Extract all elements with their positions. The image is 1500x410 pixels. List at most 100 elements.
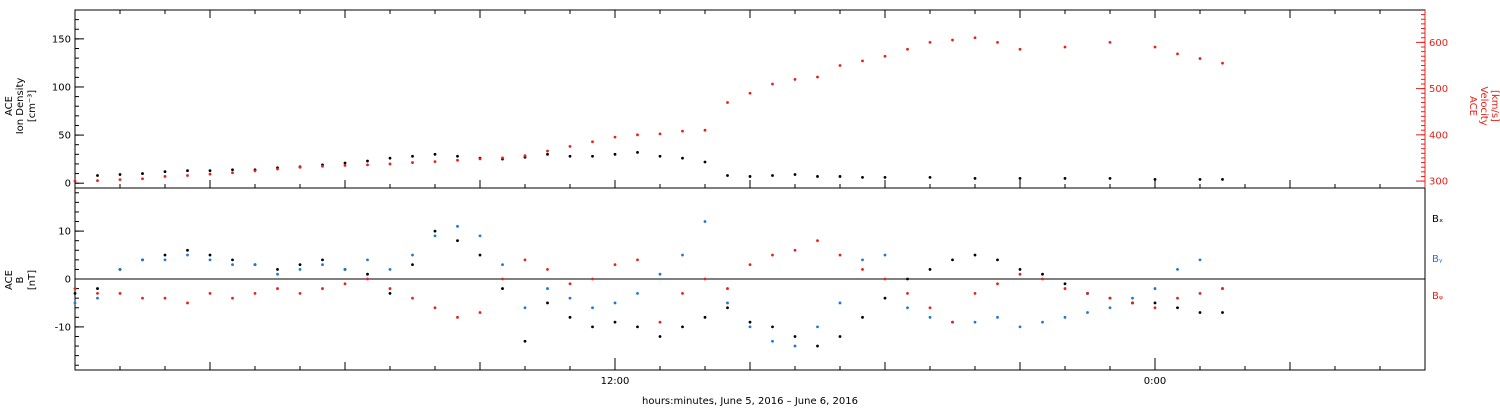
by-point bbox=[366, 258, 369, 262]
ion-density-point bbox=[343, 161, 347, 165]
bz-point bbox=[928, 306, 932, 310]
ion-density-point bbox=[883, 176, 887, 179]
bx-point bbox=[636, 325, 639, 329]
ion-density-point bbox=[96, 174, 99, 177]
velocity-point bbox=[726, 101, 729, 104]
bz-point bbox=[298, 291, 302, 295]
bz-point bbox=[681, 291, 684, 295]
legend-bx: Bₓ bbox=[1432, 214, 1443, 225]
by-point bbox=[928, 315, 932, 319]
bx-point bbox=[186, 248, 189, 252]
bx-point bbox=[658, 335, 662, 338]
ion-density-point bbox=[816, 175, 819, 178]
velocity-point bbox=[366, 163, 369, 167]
bz-point bbox=[568, 282, 572, 286]
bz-point bbox=[276, 287, 279, 290]
by-point bbox=[568, 296, 572, 300]
bx-point bbox=[1176, 306, 1179, 310]
by-point bbox=[231, 263, 234, 267]
velocity-point bbox=[523, 154, 527, 158]
axis-labels: 12:00 0:00 0 50 100 150 300 400 500 600 -10 0 10 bbox=[52, 34, 1448, 387]
ion-density-point bbox=[703, 160, 707, 164]
velocity-point bbox=[501, 156, 504, 160]
bz-point bbox=[501, 277, 504, 281]
top-right-ylabel-2: Velocity bbox=[1478, 86, 1489, 125]
ion-density-point bbox=[1108, 176, 1112, 180]
velocity-point bbox=[546, 149, 549, 153]
bx-point bbox=[73, 291, 77, 295]
bz-point bbox=[1131, 301, 1134, 305]
velocity-point bbox=[838, 64, 842, 67]
velocity-point bbox=[973, 36, 977, 40]
by-point bbox=[1176, 268, 1179, 271]
by-point bbox=[501, 263, 504, 267]
top-right-ylabel-1: ACE bbox=[1467, 96, 1478, 116]
ion-density-point bbox=[433, 152, 437, 156]
by-point bbox=[771, 339, 774, 343]
bz-point bbox=[838, 253, 842, 257]
ion-density-point bbox=[366, 159, 369, 163]
by-point bbox=[478, 234, 482, 238]
velocity-point bbox=[433, 160, 437, 164]
by-point bbox=[456, 224, 459, 228]
ion-density-point bbox=[1018, 176, 1022, 180]
top-right-ylabel-3: [km/s] bbox=[1489, 90, 1500, 122]
velocity-point bbox=[771, 82, 774, 86]
velocity-point bbox=[568, 144, 572, 148]
bx-point bbox=[231, 258, 234, 262]
ion-density-point bbox=[748, 175, 752, 178]
by-point bbox=[186, 253, 189, 257]
bz-point bbox=[141, 296, 144, 300]
bz-point bbox=[523, 258, 527, 262]
bx-point bbox=[433, 229, 437, 233]
bz-point bbox=[321, 287, 324, 290]
bz-point bbox=[1198, 291, 1202, 295]
bx-point bbox=[591, 325, 594, 329]
ion-density-point bbox=[163, 170, 167, 174]
bz-point bbox=[1086, 291, 1089, 295]
by-point bbox=[1063, 315, 1067, 319]
bx-point bbox=[1018, 268, 1022, 271]
bx-point bbox=[951, 258, 954, 262]
velocity-point bbox=[186, 174, 189, 177]
velocity-point bbox=[141, 177, 144, 181]
bx-point bbox=[501, 287, 504, 290]
velocity-point bbox=[276, 167, 279, 171]
top-right-tick-label: 400 bbox=[1429, 130, 1448, 141]
top-left-ylabel-1: ACE bbox=[4, 96, 15, 116]
by-point bbox=[726, 301, 729, 305]
bz-point bbox=[411, 296, 414, 300]
bx-point bbox=[613, 320, 617, 324]
velocity-point bbox=[73, 179, 77, 183]
by-point bbox=[388, 268, 392, 271]
bz-point bbox=[951, 320, 954, 324]
by-point bbox=[996, 315, 999, 319]
velocity-point bbox=[658, 132, 662, 136]
velocity-point bbox=[703, 128, 707, 132]
by-point bbox=[883, 253, 887, 257]
velocity-point bbox=[478, 157, 482, 161]
bx-point bbox=[96, 287, 99, 290]
bz-point bbox=[613, 263, 617, 267]
by-point bbox=[1198, 258, 1202, 262]
by-point bbox=[141, 258, 144, 262]
bz-point bbox=[231, 296, 234, 300]
top-right-tick-label: 600 bbox=[1429, 38, 1448, 49]
bz-point bbox=[186, 301, 189, 305]
ion-density-point bbox=[838, 175, 842, 178]
velocity-point bbox=[298, 165, 302, 169]
ion-density-point bbox=[973, 176, 977, 180]
bz-point bbox=[1018, 272, 1022, 276]
ion-density-point bbox=[1198, 177, 1202, 181]
velocity-point bbox=[343, 163, 347, 167]
bottom-left-tick-label: -10 bbox=[55, 322, 71, 333]
bz-point bbox=[433, 306, 437, 310]
velocity-point bbox=[1176, 52, 1179, 56]
bz-point bbox=[388, 287, 392, 290]
ion-density-point bbox=[456, 154, 459, 158]
bx-point bbox=[478, 253, 482, 257]
velocity-point bbox=[253, 169, 257, 173]
bz-point bbox=[816, 239, 819, 243]
velocity-point bbox=[388, 162, 392, 166]
bz-point bbox=[163, 296, 167, 300]
